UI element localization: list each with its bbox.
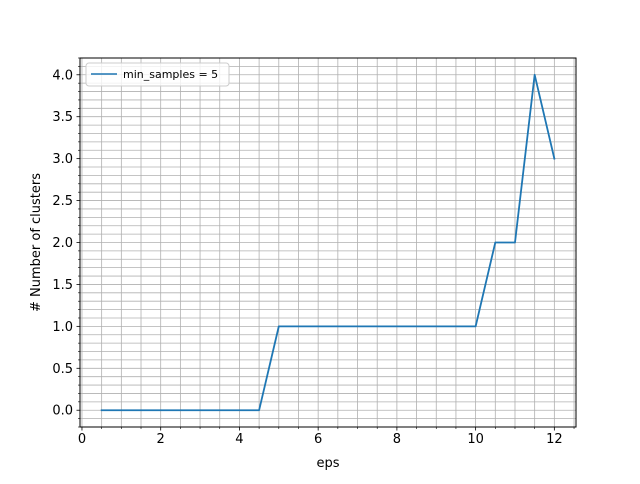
legend-box <box>85 62 230 87</box>
y-tick-label: 3.0 <box>52 152 73 167</box>
x-tick-label: 8 <box>393 432 401 447</box>
y-tick-label: 2.0 <box>52 236 73 251</box>
y-tick-label: 3.5 <box>52 110 73 125</box>
x-tick-label: 2 <box>157 432 165 447</box>
x-tick-label: 12 <box>546 432 563 447</box>
y-tick-label: 2.5 <box>52 194 73 209</box>
series-layer <box>100 73 556 412</box>
x-tick-label: 6 <box>314 432 322 447</box>
x-axis: 0 2 4 6 8 10 12 <box>78 427 575 447</box>
x-tick-label: 10 <box>467 432 484 447</box>
y-tick-label: 1.5 <box>52 278 73 293</box>
y-tick-label: 0.0 <box>52 404 73 419</box>
legend-label: min_samples = 5 <box>123 68 218 81</box>
y-axis-label: # Number of clusters <box>29 173 44 312</box>
y-tick-label: 0.5 <box>52 362 73 377</box>
legend: min_samples = 5 <box>85 62 230 87</box>
y-tick-label: 4.0 <box>52 68 73 83</box>
y-axis: 0.0 0.5 1.0 1.5 2.0 2.5 3.0 3.5 4.0 <box>52 57 80 428</box>
x-tick-label: 0 <box>78 432 86 447</box>
series-line <box>100 73 556 412</box>
y-tick-label: 1.0 <box>52 320 73 335</box>
x-tick-label: 4 <box>235 432 243 447</box>
x-axis-label: eps <box>316 456 339 471</box>
